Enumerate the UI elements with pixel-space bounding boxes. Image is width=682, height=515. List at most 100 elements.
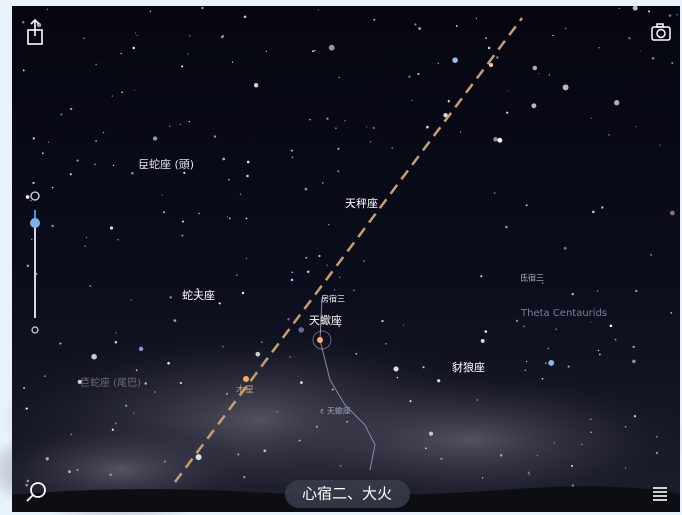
star bbox=[598, 350, 599, 351]
star bbox=[130, 299, 131, 300]
star bbox=[86, 237, 87, 238]
star bbox=[485, 37, 487, 39]
star bbox=[329, 45, 335, 51]
star bbox=[112, 429, 114, 431]
star bbox=[426, 126, 429, 129]
star bbox=[571, 465, 573, 467]
star-label: 氐宿三 bbox=[520, 273, 544, 283]
star bbox=[23, 69, 25, 71]
star bbox=[373, 127, 375, 129]
star bbox=[48, 142, 49, 143]
star bbox=[318, 255, 320, 257]
selected-object-name: 心宿二、大火 bbox=[302, 485, 392, 503]
star bbox=[568, 366, 570, 368]
star bbox=[640, 50, 641, 51]
star bbox=[366, 126, 367, 127]
star bbox=[59, 343, 61, 345]
star bbox=[240, 194, 242, 196]
star bbox=[339, 276, 340, 277]
star bbox=[533, 66, 538, 71]
star bbox=[438, 63, 439, 64]
star bbox=[437, 379, 440, 382]
star bbox=[292, 271, 294, 273]
star bbox=[162, 195, 163, 196]
star bbox=[408, 76, 410, 78]
star bbox=[608, 134, 609, 135]
star bbox=[526, 361, 527, 362]
star bbox=[422, 366, 424, 368]
star bbox=[312, 50, 314, 52]
star bbox=[189, 35, 191, 37]
star bbox=[497, 138, 502, 143]
star bbox=[229, 218, 231, 220]
constellation-label: 天蠍座 bbox=[309, 313, 342, 327]
star bbox=[51, 225, 54, 228]
star bbox=[572, 484, 574, 486]
star-label: ε 天蠍座 bbox=[320, 406, 351, 416]
star bbox=[32, 182, 34, 184]
star bbox=[322, 182, 324, 184]
star bbox=[485, 330, 488, 333]
star bbox=[506, 112, 508, 114]
star bbox=[136, 35, 137, 36]
star bbox=[170, 296, 172, 298]
star bbox=[337, 170, 339, 172]
star bbox=[242, 292, 244, 294]
star bbox=[299, 440, 301, 442]
constellation-label: 蛇夫座 bbox=[182, 288, 215, 302]
star bbox=[95, 140, 97, 142]
star bbox=[363, 260, 365, 262]
star bbox=[237, 453, 239, 455]
star bbox=[222, 158, 225, 161]
star bbox=[581, 444, 582, 445]
star bbox=[572, 293, 574, 295]
star bbox=[76, 469, 78, 471]
star bbox=[232, 62, 233, 63]
star bbox=[590, 419, 591, 420]
star bbox=[652, 57, 655, 60]
star bbox=[244, 16, 247, 19]
star bbox=[94, 164, 95, 165]
star bbox=[52, 187, 53, 188]
star bbox=[139, 347, 143, 351]
star bbox=[60, 114, 62, 116]
star bbox=[26, 480, 29, 483]
star bbox=[305, 257, 307, 259]
star bbox=[385, 343, 387, 345]
star bbox=[346, 421, 348, 423]
star bbox=[26, 408, 28, 410]
star bbox=[633, 6, 638, 11]
star bbox=[635, 126, 636, 127]
star bbox=[246, 175, 249, 178]
star bbox=[120, 53, 122, 55]
star bbox=[529, 474, 530, 475]
star bbox=[619, 8, 620, 9]
star bbox=[440, 458, 442, 460]
star bbox=[30, 200, 31, 201]
star bbox=[344, 120, 345, 121]
sky-view: 巨蛇座 (頭)天秤座蛇夫座天蠍座豺狼座巨蛇座 (尾巴)房宿三木星ε 天蠍座氐宿三… bbox=[0, 0, 682, 515]
star bbox=[133, 413, 134, 414]
star bbox=[328, 224, 329, 225]
star bbox=[411, 100, 412, 101]
star bbox=[300, 381, 303, 384]
star bbox=[340, 465, 342, 467]
star bbox=[181, 235, 183, 237]
star bbox=[214, 135, 216, 137]
star bbox=[591, 118, 592, 119]
star bbox=[291, 279, 294, 282]
star bbox=[169, 125, 170, 126]
star bbox=[246, 218, 248, 220]
star bbox=[91, 354, 97, 360]
star bbox=[247, 161, 250, 164]
star bbox=[116, 332, 117, 333]
star bbox=[670, 312, 672, 314]
star bbox=[27, 265, 30, 268]
star bbox=[397, 377, 398, 378]
star bbox=[671, 62, 673, 64]
star bbox=[135, 32, 136, 33]
star bbox=[291, 156, 293, 158]
star bbox=[316, 426, 318, 428]
star bbox=[103, 132, 105, 134]
star bbox=[246, 258, 247, 259]
